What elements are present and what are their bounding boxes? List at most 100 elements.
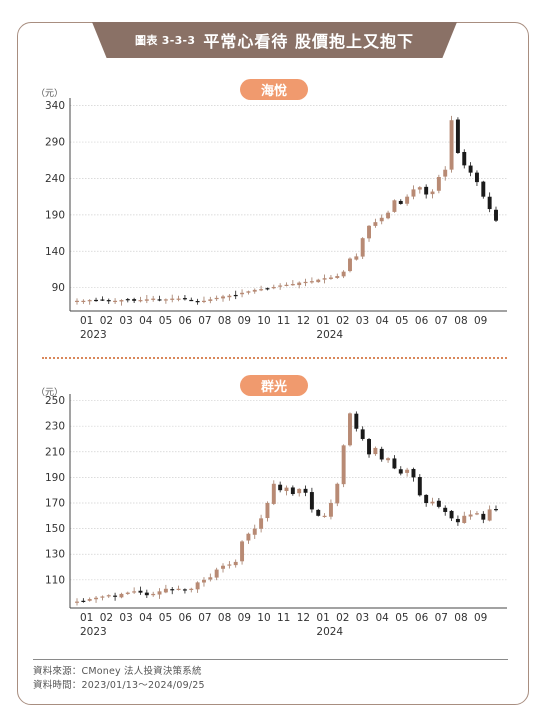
- y-tick-label: 230: [45, 421, 65, 433]
- candle: [455, 119, 460, 153]
- x-tick-label: 02: [100, 315, 113, 327]
- candle: [163, 299, 168, 301]
- candle: [297, 282, 302, 286]
- candle: [348, 413, 352, 446]
- candle: [81, 300, 86, 303]
- candle: [119, 300, 124, 302]
- chart-label-hai-yue: 海悅: [240, 79, 308, 100]
- candle: [494, 209, 498, 221]
- candle: [87, 300, 92, 302]
- candle: [284, 487, 289, 492]
- candle: [449, 510, 454, 519]
- x-tick-label: 02: [336, 612, 349, 624]
- candle: [151, 298, 156, 300]
- x-tick-label: 07: [198, 315, 211, 327]
- candle: [87, 599, 92, 601]
- candle: [195, 301, 200, 303]
- candle: [151, 593, 156, 596]
- candle: [100, 596, 105, 598]
- year-label: 2024: [316, 626, 343, 638]
- candle: [271, 286, 276, 289]
- candle: [322, 515, 327, 518]
- x-tick-label: 05: [159, 315, 172, 327]
- y-tick-label: 210: [45, 446, 65, 458]
- x-tick-label: 10: [257, 315, 270, 327]
- candle: [309, 281, 314, 283]
- candle: [182, 298, 187, 300]
- candle: [113, 300, 118, 303]
- x-tick-label: 05: [159, 612, 172, 624]
- candle: [462, 151, 467, 166]
- candle: [265, 288, 270, 290]
- candle: [265, 503, 270, 519]
- candle: [348, 258, 352, 272]
- x-tick-label: 05: [395, 315, 408, 327]
- candle: [335, 276, 340, 278]
- source-rule: [33, 659, 508, 660]
- candle: [259, 289, 264, 291]
- y-tick-label: 170: [45, 498, 65, 510]
- candle: [303, 281, 308, 284]
- figure-title: 平常心看待 股價抱上又抱下: [203, 32, 414, 51]
- year-label: 2023: [80, 329, 107, 341]
- candle: [316, 509, 321, 516]
- candle: [221, 296, 225, 299]
- candle: [494, 509, 498, 511]
- candle: [157, 591, 162, 595]
- candle: [290, 284, 295, 286]
- candle: [75, 601, 79, 603]
- y-tick-label: 90: [52, 282, 65, 294]
- candle: [386, 212, 391, 219]
- x-tick-label: 04: [376, 315, 390, 327]
- y-unit-label: （元）: [36, 387, 63, 398]
- candle: [481, 181, 486, 197]
- candle: [81, 600, 86, 602]
- x-tick-label: 08: [454, 315, 467, 327]
- section-divider: [42, 357, 507, 359]
- x-tick-label: 11: [277, 612, 290, 624]
- candle: [252, 528, 257, 535]
- x-tick-label: 10: [257, 612, 270, 624]
- candle: [125, 299, 130, 301]
- candle: [303, 488, 308, 493]
- candle: [208, 577, 213, 580]
- candle: [443, 507, 448, 512]
- x-tick-label: 06: [179, 612, 193, 624]
- candle: [360, 238, 365, 257]
- candle: [100, 299, 105, 301]
- candle: [411, 189, 416, 197]
- y-tick-label: 130: [45, 549, 65, 561]
- candle: [398, 469, 403, 474]
- candle: [430, 501, 435, 504]
- candle: [144, 299, 149, 301]
- candle: [163, 588, 168, 593]
- candle: [417, 477, 422, 496]
- candle: [354, 413, 359, 429]
- y-tick-label: 140: [45, 246, 65, 258]
- x-tick-label: 11: [277, 315, 290, 327]
- x-tick-label: 12: [297, 612, 310, 624]
- candle: [246, 291, 251, 293]
- x-tick-label: 06: [415, 612, 429, 624]
- figure-number: 圖表 3-3-3: [135, 34, 196, 47]
- x-tick-label: 03: [356, 315, 369, 327]
- candle: [278, 484, 283, 491]
- year-label: 2023: [80, 626, 107, 638]
- source-text: 資料來源：CMoney 法人投資決策系統: [33, 666, 202, 677]
- candle: [189, 588, 194, 590]
- x-tick-label: 05: [395, 612, 408, 624]
- figure-frame: [17, 22, 529, 705]
- y-tick-label: 240: [45, 173, 65, 185]
- x-tick-label: 01: [316, 315, 329, 327]
- candle: [227, 564, 232, 566]
- candle: [240, 541, 245, 562]
- y-tick-label: 150: [45, 523, 65, 535]
- candle: [335, 483, 340, 504]
- candle: [125, 592, 130, 594]
- candle: [392, 200, 397, 212]
- candle: [487, 196, 492, 210]
- candle: [436, 500, 441, 507]
- y-tick-label: 250: [45, 395, 65, 407]
- candle: [411, 468, 416, 478]
- candle: [436, 177, 441, 191]
